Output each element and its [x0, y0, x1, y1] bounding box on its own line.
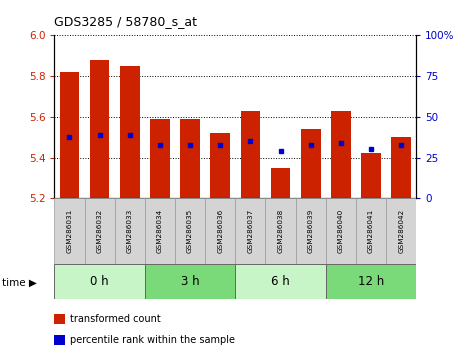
Text: GSM286032: GSM286032 [96, 209, 103, 253]
Bar [356, 198, 386, 264]
Text: GSM286035: GSM286035 [187, 209, 193, 253]
Bar [391, 137, 411, 198]
Text: GSM286037: GSM286037 [247, 209, 254, 253]
Bar [241, 111, 260, 198]
Text: 6 h: 6 h [271, 275, 290, 288]
Bar [150, 119, 170, 198]
Bar [361, 154, 381, 198]
Bar [271, 168, 290, 198]
Bar [235, 264, 326, 299]
Text: GSM286033: GSM286033 [127, 209, 133, 253]
Text: GSM286040: GSM286040 [338, 209, 344, 253]
Bar [386, 198, 416, 264]
Text: GSM286042: GSM286042 [398, 209, 404, 253]
Bar [326, 264, 416, 299]
Bar [145, 264, 235, 299]
Text: GSM286039: GSM286039 [308, 209, 314, 253]
Bar [54, 198, 85, 264]
Bar [145, 198, 175, 264]
Text: GSM286034: GSM286034 [157, 209, 163, 253]
Bar [235, 198, 265, 264]
Text: time ▶: time ▶ [2, 278, 37, 288]
Text: 12 h: 12 h [358, 275, 384, 288]
Bar [331, 111, 350, 198]
Bar [60, 72, 79, 198]
Bar [205, 198, 235, 264]
Text: GSM286041: GSM286041 [368, 209, 374, 253]
Bar [175, 198, 205, 264]
Bar [90, 60, 109, 198]
Bar [210, 133, 230, 198]
Bar [296, 198, 326, 264]
Text: 3 h: 3 h [181, 275, 200, 288]
Bar [114, 198, 145, 264]
Bar [265, 198, 296, 264]
Text: GSM286036: GSM286036 [217, 209, 223, 253]
Text: transformed count: transformed count [70, 314, 161, 324]
Bar [85, 198, 114, 264]
Bar [180, 119, 200, 198]
Bar [301, 129, 321, 198]
Bar [326, 198, 356, 264]
Bar [54, 264, 145, 299]
Text: GDS3285 / 58780_s_at: GDS3285 / 58780_s_at [54, 15, 197, 28]
Text: GSM286038: GSM286038 [278, 209, 283, 253]
Text: GSM286031: GSM286031 [67, 209, 72, 253]
Bar [120, 66, 140, 198]
Text: 0 h: 0 h [90, 275, 109, 288]
Text: percentile rank within the sample: percentile rank within the sample [70, 335, 236, 345]
